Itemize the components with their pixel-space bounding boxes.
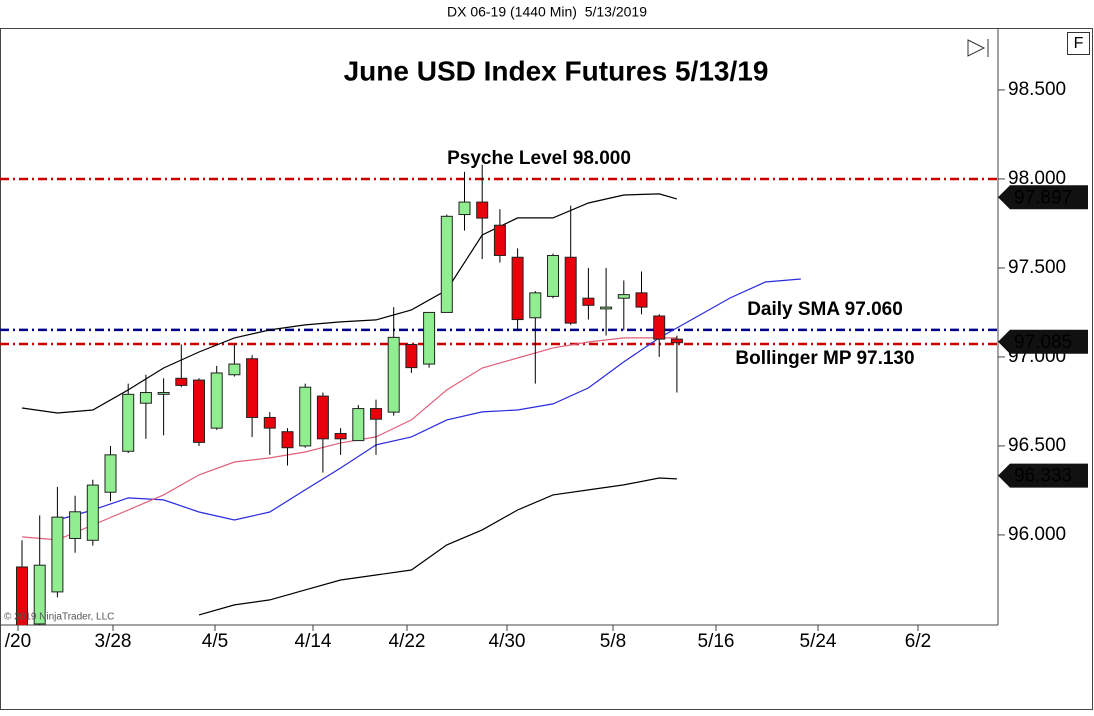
indicator-line bbox=[57, 278, 801, 521]
candle-body bbox=[600, 306, 613, 310]
candle-body bbox=[139, 392, 152, 404]
candle-body bbox=[228, 363, 241, 376]
candle-body bbox=[529, 292, 542, 319]
candle-body bbox=[670, 338, 683, 344]
copyright: © 2019 NinjaTrader, LLC bbox=[4, 612, 114, 623]
x-tick-label: 4/30 bbox=[489, 631, 526, 652]
x-tick-label: /20 bbox=[5, 631, 31, 652]
chart-frame bbox=[0, 28, 1093, 710]
y-tick-label: 98.500 bbox=[1008, 79, 1066, 100]
candle-body bbox=[210, 372, 223, 429]
annotation: Bollinger MP 97.130 bbox=[735, 348, 914, 369]
candle-body bbox=[635, 292, 648, 308]
chart-subtitle: DX 06-19 (1440 Min) 5/13/2019 bbox=[447, 4, 647, 20]
x-tick-label: 5/8 bbox=[600, 631, 626, 652]
candle-body bbox=[299, 386, 312, 447]
price-marker-label: 97.085 bbox=[1014, 332, 1072, 353]
x-tick-label: 5/16 bbox=[698, 631, 735, 652]
x-tick-label: 4/5 bbox=[202, 631, 228, 652]
candle-body bbox=[263, 416, 276, 429]
candle-body bbox=[246, 358, 259, 418]
candle-body bbox=[51, 516, 64, 593]
x-tick-label: 3/28 bbox=[95, 631, 132, 652]
y-tick-label: 96.000 bbox=[1008, 524, 1066, 545]
price-marker bbox=[998, 463, 1088, 488]
candle-body bbox=[476, 201, 489, 219]
candle-body bbox=[16, 566, 29, 625]
candle-body bbox=[334, 432, 347, 440]
candle-body bbox=[104, 454, 117, 493]
candle-body bbox=[370, 408, 383, 420]
price-marker-label: 97.897 bbox=[1014, 187, 1072, 208]
y-tick-label: 98.000 bbox=[1008, 168, 1066, 189]
price-marker bbox=[998, 185, 1088, 210]
annotation: Psyche Level 98.000 bbox=[447, 148, 631, 169]
candle-body bbox=[458, 201, 471, 216]
x-tick-label: 6/2 bbox=[905, 631, 931, 652]
candle-body bbox=[122, 393, 135, 452]
candle-body bbox=[316, 395, 329, 440]
plot-area bbox=[0, 164, 998, 625]
candle-body bbox=[175, 377, 188, 386]
candle-body bbox=[564, 256, 577, 324]
panel-button-label[interactable]: F bbox=[1074, 35, 1084, 52]
x-tick-label: 4/22 bbox=[389, 631, 426, 652]
candle-body bbox=[423, 311, 436, 365]
candle-body bbox=[86, 484, 99, 541]
chart-title: June USD Index Futures 5/13/19 bbox=[344, 55, 769, 86]
indicator-line bbox=[21, 193, 678, 414]
indicator-line bbox=[198, 477, 677, 616]
candle-body bbox=[405, 343, 418, 369]
y-tick-label: 97.500 bbox=[1008, 257, 1066, 278]
candle-body bbox=[281, 431, 294, 449]
candle-body bbox=[653, 315, 666, 340]
play-icon bbox=[967, 39, 986, 57]
candle-body bbox=[547, 254, 560, 297]
x-tick-label: 5/24 bbox=[800, 631, 837, 652]
y-tick-label: 96.500 bbox=[1008, 435, 1066, 456]
candle-body bbox=[511, 256, 524, 321]
candle-body bbox=[617, 294, 630, 299]
candle-body bbox=[193, 379, 206, 443]
candle-body bbox=[582, 297, 595, 306]
candle-body bbox=[440, 215, 453, 313]
candle-body bbox=[33, 564, 46, 625]
price-marker bbox=[998, 329, 1088, 354]
candle-body bbox=[69, 511, 82, 539]
x-tick-label: 4/14 bbox=[295, 631, 332, 652]
candle-body bbox=[493, 224, 506, 256]
candle-body bbox=[387, 336, 400, 413]
price-marker-label: 96.333 bbox=[1014, 466, 1072, 487]
scroll-end-button[interactable] bbox=[967, 39, 989, 57]
panel-button[interactable] bbox=[1067, 32, 1090, 55]
candle-body bbox=[157, 392, 170, 395]
candle-body bbox=[352, 408, 365, 442]
annotation: Daily SMA 97.060 bbox=[747, 299, 903, 320]
